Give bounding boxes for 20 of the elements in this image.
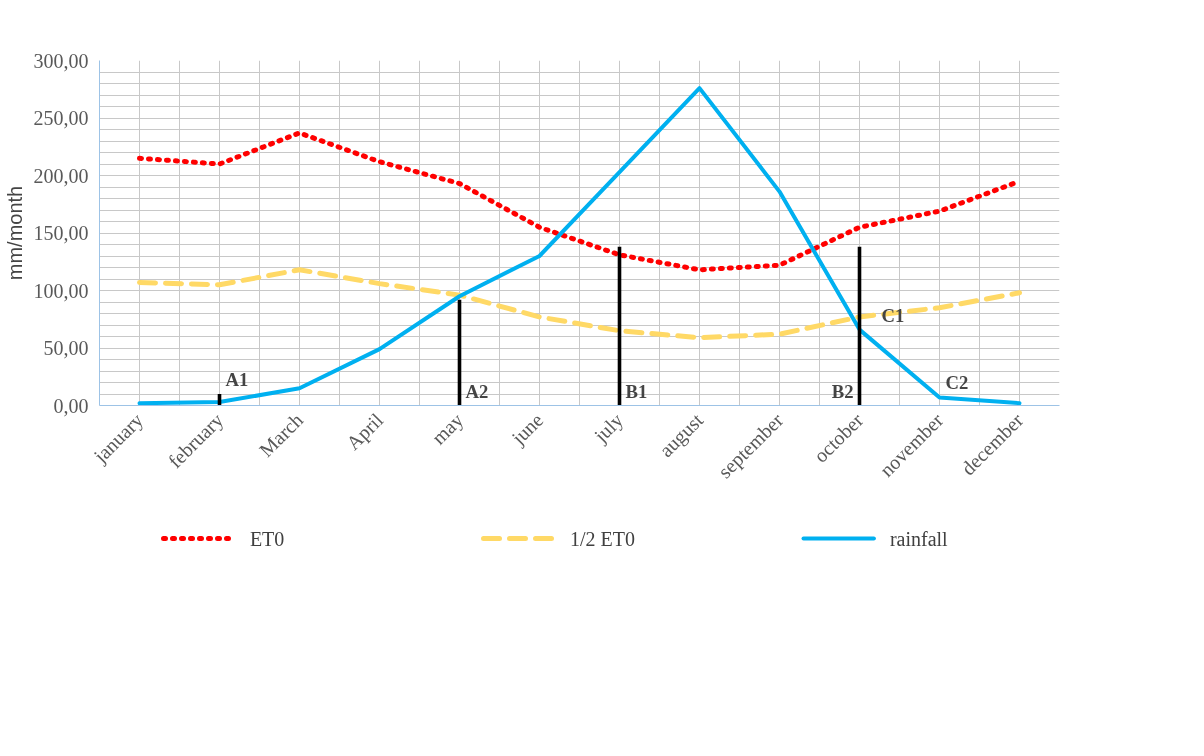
x-tick-label: june <box>506 408 549 451</box>
x-tick-label: july <box>589 408 628 448</box>
legend-label: 1/2 ET0 <box>569 527 635 550</box>
annotation: B2 <box>831 380 854 402</box>
annotation: A2 <box>465 380 489 402</box>
y-tick-label: 250,00 <box>33 107 89 129</box>
y-axis-title: mm/month <box>3 185 26 281</box>
legend-label: rainfall <box>889 527 949 550</box>
y-tick-label: 300,00 <box>33 49 89 72</box>
y-tick-label: 150,00 <box>33 222 89 244</box>
y-tick-label: 50,00 <box>43 337 89 359</box>
y-tick-label: 200,00 <box>33 164 89 187</box>
line-series <box>137 86 1022 406</box>
y-tick-label: 0,00 <box>53 394 89 417</box>
x-tick-label: may <box>427 408 468 450</box>
y-tick-label: 100,00 <box>33 279 89 302</box>
annotation: A1 <box>225 369 249 390</box>
annotation: B1 <box>625 380 648 402</box>
annotation: C2 <box>945 372 969 394</box>
legend-label: ET0 <box>249 527 285 550</box>
